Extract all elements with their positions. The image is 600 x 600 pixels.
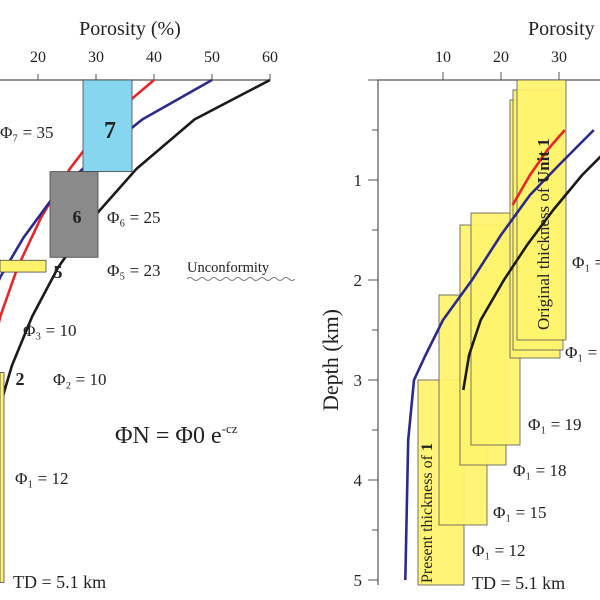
phi-3-label: Φ₃ = 10: [23, 321, 76, 340]
present-thickness-prefix: Present thickness of: [419, 451, 436, 583]
unit-6-label: 6: [73, 207, 82, 227]
left-panel: Porosity (%) 20 30 40 50 60 7 6 5 2 Φ₇ = 35 …: [0, 18, 296, 592]
left-x-axis-title: Porosity (%): [79, 18, 181, 40]
phi-label-box-4: Φ₁ = 19: [528, 415, 581, 434]
unit-5-label: 5: [54, 262, 63, 282]
formula: ΦN = Φ0 e-cz: [115, 421, 238, 449]
phi-label-box-1: Φ₁ = 12: [472, 541, 525, 560]
right-y-tick-label: 2: [354, 271, 363, 290]
right-curves: [404, 129, 600, 581]
unit-6-block: [49, 171, 99, 258]
right-y-tick-label: 4: [354, 471, 363, 490]
right-curve-red: [511, 129, 566, 206]
phi-2-label: Φ₂ = 10: [53, 370, 106, 389]
right-thickness-boxes: [417, 79, 567, 586]
present-thickness-unit: 1: [419, 443, 436, 451]
right-y-tick-label: 1: [354, 171, 363, 190]
phi-label-box-6: Φ₁ =: [572, 253, 600, 272]
formula-main: ΦN = Φ0 e: [115, 423, 222, 449]
present-thickness-label: Present thickness of 1: [419, 443, 436, 583]
formula-exponent: -cz: [222, 421, 238, 436]
thickness-box: [516, 79, 567, 341]
phi-label-box-5: Φ₁ =: [565, 343, 597, 362]
phi-5-label: Φ₅ = 23: [107, 261, 160, 280]
left-units: [0, 79, 133, 583]
left-x-tick-label: 40: [146, 49, 162, 66]
right-x-axis-title: Porosity: [528, 18, 595, 40]
left-x-tick-label: 30: [88, 49, 104, 66]
unconformity-wavy-line: [186, 277, 296, 281]
right-curve-blue: [404, 129, 595, 581]
right-x-tick-label: 30: [551, 49, 567, 66]
right-y-tick-label: 3: [354, 371, 363, 390]
left-x-tick-label: 50: [204, 49, 220, 66]
right-y-axis-title: Depth (km): [318, 309, 343, 411]
unconformity-label: Unconformity: [187, 260, 270, 276]
right-ticks: 10 20 30 1 2 3 4 5: [354, 49, 568, 590]
left-x-tick-label: 60: [262, 49, 278, 66]
phi-7-label: Φ₇ = 35: [0, 123, 53, 142]
right-x-tick-label: 20: [493, 49, 509, 66]
left-x-ticks: 20 30 40 50 60: [30, 49, 278, 80]
original-thickness-label: Original thickness of Unit 1: [534, 138, 553, 330]
phi-6-label: Φ₆ = 25: [107, 208, 160, 227]
right-y-tick-label: 5: [354, 571, 363, 590]
unit-5-block: [0, 259, 47, 273]
original-thickness-unit: Unit 1: [534, 138, 553, 183]
td-label-right: TD = 5.1 km: [472, 573, 565, 593]
phi-label-box-3: Φ₁ = 18: [513, 461, 566, 480]
right-curve-black: [462, 155, 600, 391]
left-x-tick-label: 20: [30, 49, 46, 66]
phi-label-box-2: Φ₁ = 15: [493, 503, 546, 522]
original-thickness-prefix: Original thickness of: [534, 183, 553, 330]
unit-2-label: 2: [16, 369, 25, 389]
unit-7-block: [82, 79, 133, 173]
unit-base-block: [0, 372, 5, 583]
right-x-tick-label: 10: [435, 49, 451, 66]
td-label-left: TD = 5.1 km: [13, 572, 106, 592]
right-panel: Porosity 10 20 30 1 2 3 4 5 Depth (km) Original…: [318, 18, 600, 593]
unit-7-label: 7: [104, 118, 116, 144]
phi-1-label-left: Φ₁ = 12: [15, 469, 68, 488]
